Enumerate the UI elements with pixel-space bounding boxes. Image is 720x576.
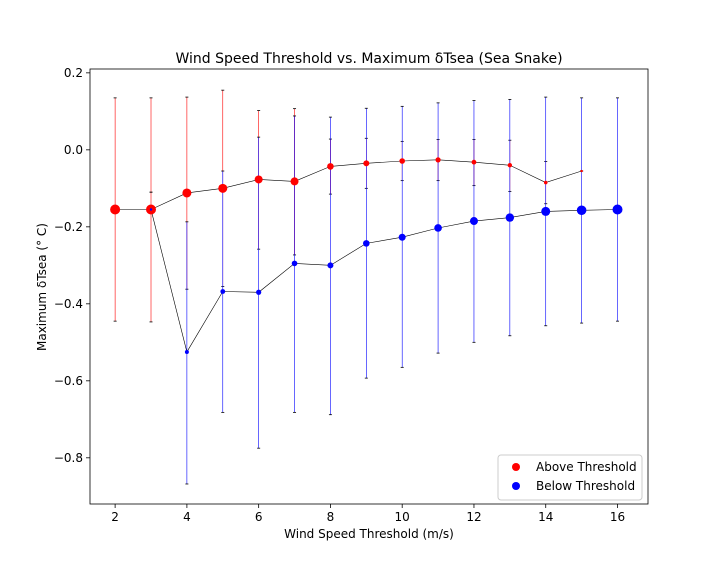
data-point-above bbox=[182, 188, 192, 198]
x-tick-label: 4 bbox=[183, 510, 191, 524]
data-point-above bbox=[327, 163, 334, 170]
chart-title: Wind Speed Threshold vs. Maximum δTsea (… bbox=[175, 51, 562, 67]
y-tick-label: 0.0 bbox=[64, 143, 83, 157]
legend-box bbox=[497, 454, 643, 501]
y-axis-label: Maximum δTsea (° C) bbox=[35, 223, 49, 351]
plot-area bbox=[110, 89, 623, 485]
data-point-above bbox=[218, 183, 228, 193]
data-point-below bbox=[220, 289, 226, 294]
series-line-below bbox=[150, 209, 618, 353]
y-tick-label: −0.2 bbox=[54, 220, 83, 234]
data-point-above bbox=[580, 169, 583, 173]
y-tick-label: 0.2 bbox=[64, 66, 83, 80]
legend-label-above: Above Threshold bbox=[536, 460, 637, 474]
y-axis: −0.8 −0.6 −0.4 −0.2 0.0 0.2 bbox=[54, 66, 90, 465]
series-line-above bbox=[115, 159, 582, 210]
data-point-above bbox=[507, 163, 513, 168]
data-point-above bbox=[471, 159, 477, 165]
data-point-below bbox=[612, 204, 623, 215]
x-tick-label: 2 bbox=[111, 510, 119, 524]
legend-label-below: Below Threshold bbox=[536, 479, 635, 493]
data-point-below bbox=[398, 233, 406, 241]
data-point-below bbox=[256, 289, 262, 295]
y-tick-label: −0.6 bbox=[54, 374, 83, 388]
data-point-above bbox=[543, 180, 548, 185]
y-tick-label: −0.8 bbox=[54, 451, 83, 465]
data-point-above bbox=[290, 177, 299, 186]
legend-marker-above bbox=[512, 463, 520, 471]
legend-marker-below bbox=[512, 482, 520, 490]
data-point-below bbox=[149, 208, 153, 211]
data-point-below bbox=[291, 260, 298, 267]
x-tick-label: 6 bbox=[255, 510, 263, 524]
data-point-above bbox=[399, 158, 405, 164]
legend: Above Threshold Below Threshold bbox=[497, 454, 643, 501]
data-point-below bbox=[505, 213, 515, 222]
data-point-below bbox=[327, 262, 334, 269]
data-point-above bbox=[435, 157, 441, 163]
x-tick-label: 8 bbox=[327, 510, 335, 524]
y-tick-label: −0.4 bbox=[54, 297, 83, 311]
x-tick-label: 14 bbox=[538, 510, 553, 524]
data-point-below bbox=[434, 224, 442, 232]
x-axis: 2 4 6 8 10 12 14 16 bbox=[111, 504, 625, 524]
data-point-below bbox=[363, 240, 370, 247]
axes-frame bbox=[89, 68, 649, 505]
series-above bbox=[113, 89, 584, 323]
series-below bbox=[149, 96, 619, 485]
x-tick-label: 10 bbox=[395, 510, 410, 524]
x-tick-label: 16 bbox=[610, 510, 625, 524]
data-point-above bbox=[363, 160, 370, 167]
x-axis-label: Wind Speed Threshold (m/s) bbox=[284, 527, 454, 541]
data-point-below bbox=[576, 205, 587, 216]
x-tick-label: 12 bbox=[466, 510, 481, 524]
data-point-above bbox=[254, 175, 263, 184]
data-point-above bbox=[110, 204, 121, 215]
data-point-below bbox=[469, 217, 478, 226]
data-point-below bbox=[541, 206, 551, 216]
data-point-below bbox=[184, 349, 189, 354]
